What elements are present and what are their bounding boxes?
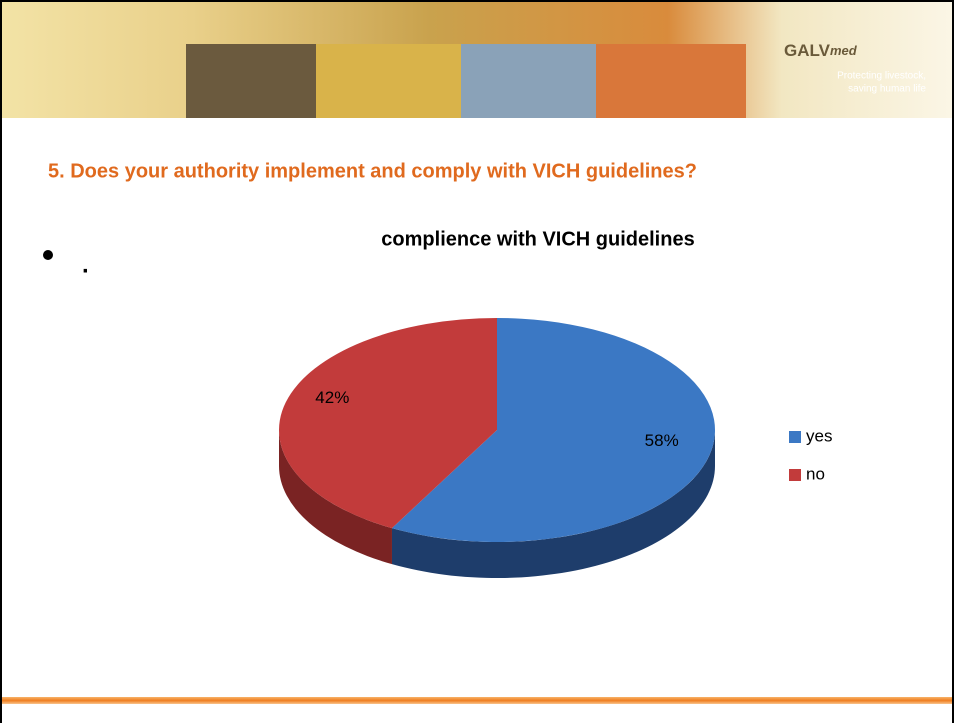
bullet-dot — [43, 250, 53, 260]
legend-swatch — [789, 469, 801, 481]
logo: GALVmed — [784, 41, 858, 60]
data-label: 42% — [315, 388, 349, 407]
tagline: saving human life — [848, 84, 926, 95]
footer-line — [2, 697, 953, 704]
pie-side — [391, 430, 715, 578]
legend-label: yes — [806, 426, 832, 445]
bullet-text: . — [82, 251, 89, 278]
slide-title: 5. Does your authority implement and com… — [48, 160, 697, 182]
photo — [461, 44, 596, 118]
photo — [316, 44, 461, 118]
pie-slice — [278, 318, 497, 529]
legend-label: no — [806, 464, 825, 483]
logo-sub: med — [830, 43, 858, 58]
legend-swatch — [789, 431, 801, 443]
chart-title: complience with VICH guidelines — [381, 228, 694, 250]
tagline: Protecting livestock, — [837, 71, 926, 82]
logo-main: GALV — [784, 41, 831, 60]
pie-slice — [391, 318, 715, 542]
pie-side — [279, 430, 392, 565]
pie: 58% 42% yes no — [278, 318, 832, 578]
photo — [186, 44, 316, 118]
data-label: 58% — [645, 431, 679, 450]
photo — [596, 44, 746, 118]
